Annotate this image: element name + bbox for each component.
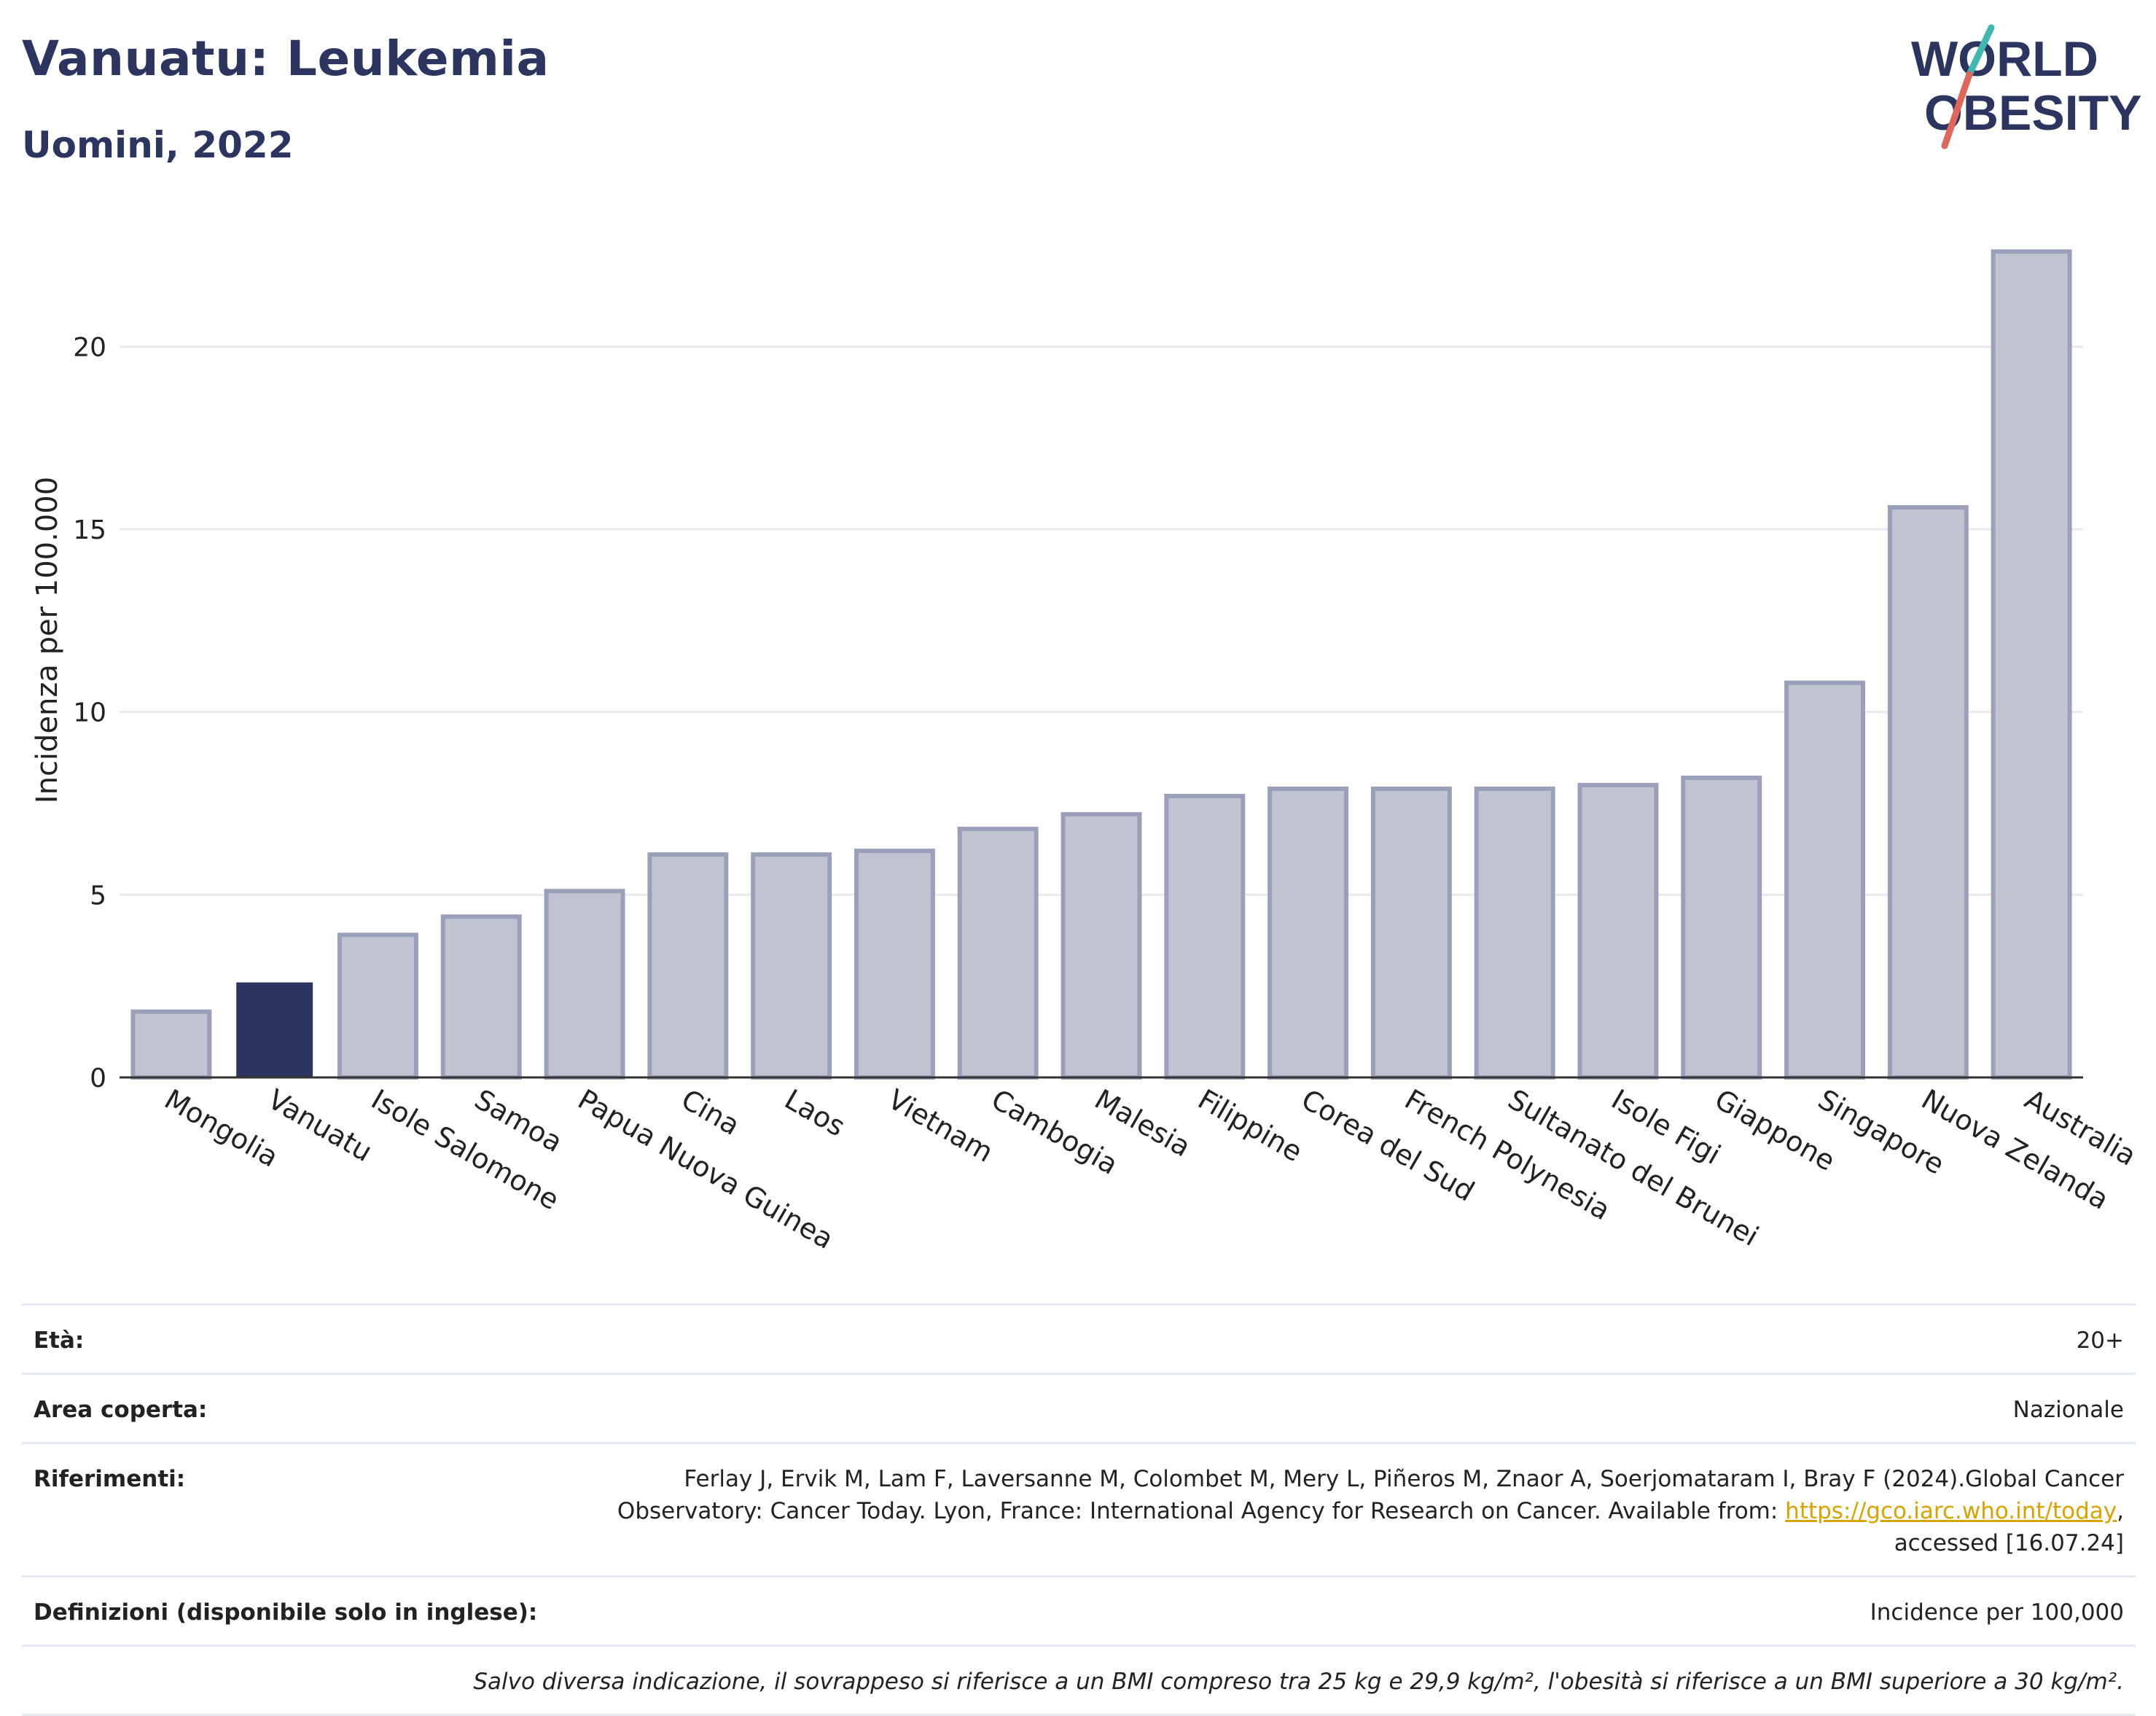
bar-mongolia (130, 1009, 212, 1080)
x-tick-label: Nuova Zelanda (1916, 1083, 2114, 1216)
y-tick-label: 20 (73, 332, 106, 362)
bar-australia (1991, 249, 2072, 1080)
info-key: Riferimenti: (34, 1466, 186, 1492)
y-tick-label: 0 (90, 1064, 106, 1093)
info-key: Età: (34, 1327, 85, 1354)
chart-title: Vanuatu: Leukemia (22, 31, 550, 87)
y-tick-label: 15 (73, 515, 106, 545)
bar-malesia (1061, 812, 1142, 1080)
y-tick-label: 5 (90, 881, 106, 910)
bar-cambogia (957, 827, 1039, 1080)
info-key: Area coperta: (34, 1397, 208, 1423)
bar-singapore (1784, 680, 1865, 1080)
logo-slash-teal (1966, 24, 1995, 78)
bar-papua-nuova-guinea (544, 889, 625, 1080)
info-row-age: Età: 20+ (22, 1303, 2136, 1373)
bars (130, 249, 2072, 1080)
x-tick-label: Vietnam (883, 1083, 999, 1169)
bar-nuova-zelanda (1887, 505, 1969, 1080)
y-tick-label: 10 (73, 698, 106, 728)
x-tick-label: Cina (676, 1083, 745, 1142)
bar-samoa (440, 914, 522, 1080)
info-value: 20+ (2076, 1327, 2124, 1354)
reference-text: Ferlay J, Ervik M, Lam F, Laversanne M, … (617, 1466, 2124, 1524)
x-tick-label: Mongolia (159, 1083, 284, 1174)
info-value: Incidence per 100,000 (1870, 1599, 2124, 1626)
x-tick-label: Filippine (1192, 1083, 1308, 1169)
logo-slash-red (1941, 71, 1973, 149)
info-row-references: Riferimenti: Ferlay J, Ervik M, Lam F, L… (22, 1442, 2136, 1575)
logo-line1: WORLD (1911, 31, 2098, 87)
x-tick-label: Laos (779, 1083, 851, 1143)
note-text: Salvo diversa indicazione, il sovrappeso… (473, 1669, 2124, 1695)
bar-filippine (1164, 794, 1246, 1080)
bar-cina (647, 852, 729, 1080)
bar-vanuatu (236, 982, 313, 1077)
bar-french-polynesia (1370, 786, 1452, 1080)
info-row-area: Area coperta: Nazionale (22, 1373, 2136, 1442)
bar-laos (751, 852, 832, 1080)
info-row-definitions: Definizioni (disponibile solo in inglese… (22, 1575, 2136, 1645)
reference-text-end: , accessed [16.07.24] (1894, 1498, 2124, 1556)
bar-isole-salomone (337, 932, 418, 1080)
world-obesity-logo: WORLD OBESITY (1911, 24, 2142, 149)
x-tick-label: Isole Salomone (366, 1083, 564, 1217)
bar-isole-figi (1577, 782, 1659, 1080)
y-axis-title: Incidenza per 100.000 (31, 477, 64, 803)
info-key: Definizioni (disponibile solo in inglese… (34, 1599, 538, 1626)
info-table: Età: 20+ Area coperta: Nazionale Riferim… (22, 1303, 2136, 1716)
chart-subtitle: Uomini, 2022 (22, 124, 294, 166)
x-tick-label: Vanuatu (262, 1083, 378, 1168)
info-note: Salvo diversa indicazione, il sovrappeso… (22, 1645, 2136, 1716)
info-value: Nazionale (2012, 1397, 2124, 1423)
info-value: Ferlay J, Ervik M, Lam F, Laversanne M, … (579, 1463, 2124, 1559)
bar-giappone (1681, 775, 1762, 1080)
bar-corea-del-sud (1268, 786, 1349, 1080)
bar-sultanato-del-brunei (1474, 786, 1555, 1080)
reference-link[interactable]: https://gco.iarc.who.int/today (1785, 1498, 2117, 1524)
x-tick-label: Corea del Sud (1296, 1083, 1480, 1208)
bar-vietnam (854, 849, 935, 1080)
